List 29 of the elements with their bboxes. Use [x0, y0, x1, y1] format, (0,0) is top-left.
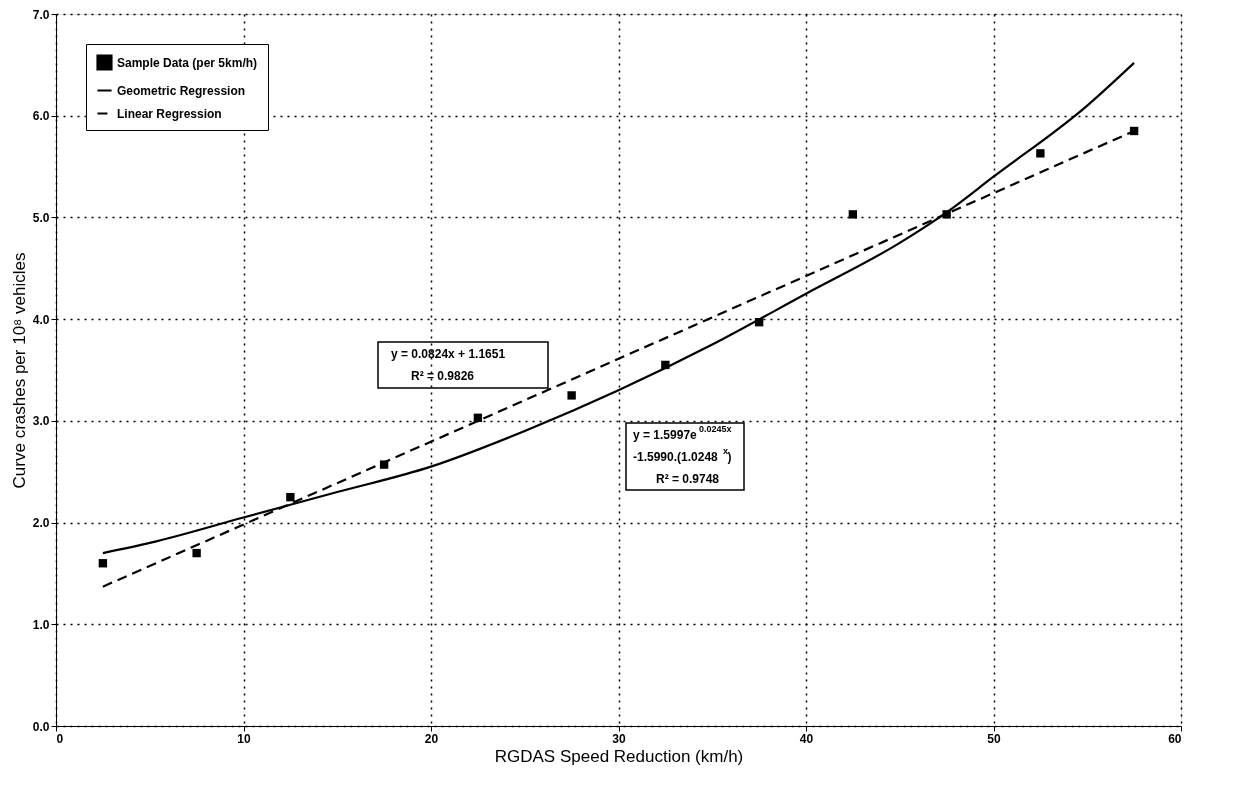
- x-tick-label: 10: [237, 731, 251, 746]
- y-tick-label: 3.0: [32, 414, 50, 429]
- y-axis-title: Curve crashes per 10⁸ vehicles: [9, 252, 29, 489]
- legend-label: Sample Data (per 5km/h): [117, 55, 258, 70]
- point: [848, 210, 858, 219]
- legend-label: Linear Regression: [117, 106, 222, 121]
- point: [192, 548, 201, 558]
- annotation: R² = 0.9826: [411, 369, 475, 383]
- x-tick-label: 30: [612, 731, 626, 746]
- annotation: R² = 0.9748: [656, 472, 720, 486]
- point: [98, 559, 108, 568]
- x-tick-label: 0: [56, 731, 64, 746]
- y-tick-label: 4.0: [32, 312, 50, 327]
- annotation: y = 0.0824x + 1.1651: [391, 347, 506, 361]
- legend-label: Geometric Regression: [117, 83, 246, 98]
- point: [1036, 149, 1045, 158]
- x-tick-label: 60: [1168, 731, 1182, 746]
- y-tick-label: 2.0: [32, 516, 50, 531]
- y-tick-label: 6.0: [32, 109, 50, 124]
- y-tick-label: 5.0: [32, 210, 50, 225]
- point: [286, 492, 295, 502]
- x-tick-label: 40: [799, 731, 814, 746]
- x-axis-title: RGDAS Speed Reduction (km/h): [494, 746, 744, 766]
- x-tick-label: 20: [424, 731, 439, 746]
- point: [567, 391, 576, 400]
- y-tick-label: 0.0: [32, 719, 50, 734]
- y-tick-label: 7.0: [32, 7, 50, 22]
- y-tick-label: 1.0: [32, 617, 50, 632]
- x-tick-label: 50: [987, 731, 1001, 746]
